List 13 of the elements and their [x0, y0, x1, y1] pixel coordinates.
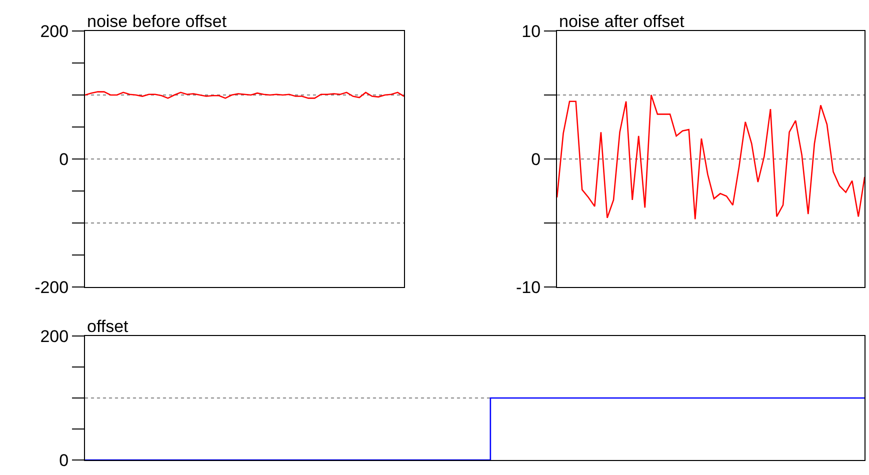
chart-title: noise before offset	[87, 12, 227, 31]
y-tick-label: 200	[40, 326, 69, 346]
y-tick-label: -200	[34, 278, 69, 297]
line-series	[85, 91, 404, 99]
chart-title: noise after offset	[559, 12, 685, 31]
y-tick-label: 10	[522, 22, 541, 41]
y-tick-label: 0	[531, 150, 541, 169]
y-tick-label: 200	[40, 22, 69, 41]
y-tick-label: -10	[516, 278, 541, 297]
y-tick-label: 0	[59, 150, 69, 169]
y-tick-label: 0	[59, 450, 69, 470]
chart-title: offset	[87, 317, 129, 336]
line-series	[557, 94, 865, 220]
